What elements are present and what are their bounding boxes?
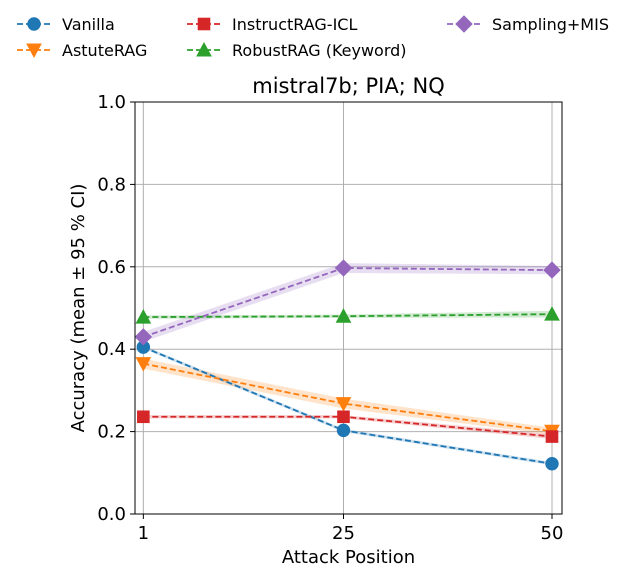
legend: Vanilla AstuteRAG InstructRAG-ICL RobustRAG… (17, 15, 609, 60)
data-point (545, 457, 559, 471)
data-point (137, 410, 150, 424)
legend-marker (455, 15, 473, 33)
data-point (337, 410, 350, 424)
axes: 1 25 50 0.0 0.2 0.4 0.6 0.8 1.0 (97, 92, 563, 544)
ci-band (143, 263, 552, 342)
ci-band (143, 358, 552, 435)
legend-entry: Vanilla (17, 15, 115, 34)
legend-label: RobustRAG (Keyword) (232, 41, 407, 60)
y-tick-label: 0.4 (97, 339, 126, 360)
y-tick-label: 0.6 (97, 257, 126, 278)
series-markers (134, 259, 561, 471)
legend-entry: InstructRAG-ICL (187, 15, 357, 34)
y-tick-label: 0.8 (97, 174, 126, 195)
data-point (545, 430, 559, 443)
x-tick-label: 25 (332, 523, 355, 544)
chart-title: mistral7b; PIA; NQ (252, 74, 444, 98)
data-point (335, 397, 352, 412)
x-axis-label: Attack Position (282, 547, 415, 568)
data-point (334, 259, 353, 277)
legend-marker (196, 41, 212, 57)
grid (135, 101, 562, 515)
data-point (135, 357, 152, 372)
data-point (336, 423, 351, 438)
data-point (134, 328, 153, 346)
y-tick-label: 0.0 (97, 504, 126, 525)
x-tick-label: 1 (138, 523, 149, 544)
y-tick-label: 0.2 (97, 422, 126, 443)
y-tick-label: 1.0 (97, 92, 126, 113)
y-axis-label: Accuracy (mean ± 95 % CI) (68, 184, 89, 433)
data-point (544, 306, 560, 321)
data-point (543, 261, 561, 279)
legend-marker (26, 43, 42, 59)
legend-label: InstructRAG-ICL (232, 15, 357, 34)
series-line (143, 362, 553, 433)
legend-entry: AstuteRAG (17, 41, 147, 60)
legend-label: Vanilla (62, 15, 115, 34)
x-tick-label: 50 (541, 523, 564, 544)
legend-marker (197, 17, 211, 31)
legend-entry: RobustRAG (Keyword) (187, 41, 407, 60)
data-point (135, 309, 152, 324)
series-line (143, 267, 553, 338)
plot-frame (134, 101, 563, 515)
data-point (335, 308, 352, 323)
legend-entry: Sampling+MIS (447, 15, 609, 34)
legend-label: Sampling+MIS (492, 15, 609, 34)
legend-marker (27, 17, 41, 31)
legend-label: AstuteRAG (62, 41, 147, 60)
